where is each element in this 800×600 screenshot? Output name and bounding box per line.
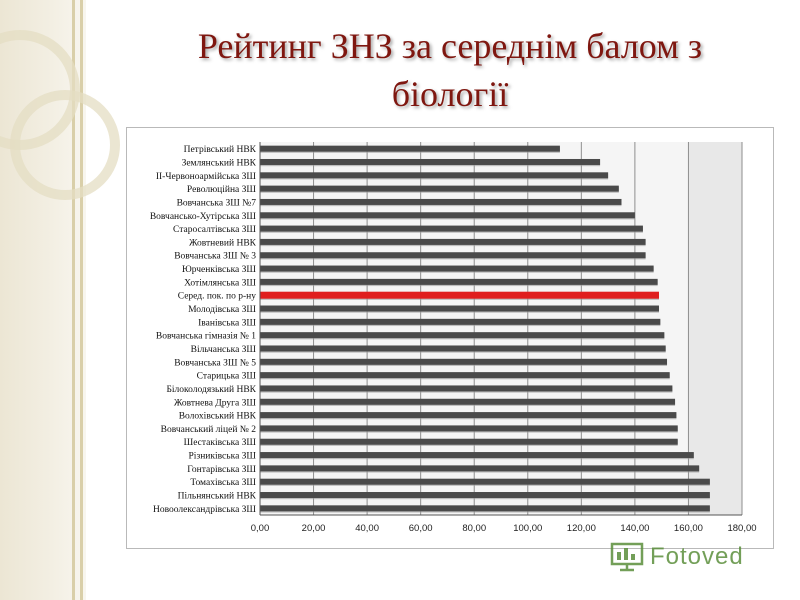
title-line-1: Рейтинг ЗНЗ за середнім балом з [197, 26, 703, 66]
x-tick-label: 160,00 [674, 523, 703, 534]
bar-chart-frame: 0,00 20,00 40,00 60,00 80,00 100,00 120,00 140,… [126, 127, 774, 549]
category-label: Гонтарівська ЗШ [187, 465, 256, 475]
bar [260, 452, 694, 459]
category-label: Вовчанський ліцей № 2 [161, 424, 257, 435]
bar [260, 385, 673, 392]
bar [260, 332, 665, 339]
category-label: Революційна ЗШ [187, 184, 257, 195]
category-label: Вовчанська ЗШ № 3 [174, 252, 256, 262]
x-tick-label: 20,00 [302, 523, 326, 534]
x-tick-label: 100,00 [513, 523, 542, 534]
bar [260, 265, 654, 272]
category-label: Шестаківська ЗШ [184, 438, 257, 448]
category-label: Вовчанська ЗШ №7 [177, 198, 257, 208]
bar [260, 318, 661, 325]
category-label: Різниківська ЗШ [189, 452, 257, 462]
category-label: Жовтнева Друга ЗШ [174, 398, 257, 408]
watermark: Fotoved [610, 540, 790, 574]
x-tick-label: 80,00 [462, 523, 486, 534]
category-label: Петрівський НВК [184, 144, 257, 155]
bar [260, 278, 658, 285]
slide-title: Рейтинг ЗНЗ за середнім балом з біології [100, 22, 800, 118]
category-label: Серед. пок. по р-ну [178, 292, 256, 302]
bar [260, 252, 646, 259]
category-label: Молодівська ЗШ [188, 305, 256, 315]
category-label: Вовчанська ЗШ № 5 [174, 358, 256, 368]
x-tick-label: 180,00 [727, 523, 756, 534]
category-label: Хотімлянська ЗШ [184, 278, 256, 288]
x-tick-label: 120,00 [567, 523, 596, 534]
x-tick-label: 60,00 [409, 523, 433, 534]
category-label: Старосалтівська ЗШ [173, 225, 256, 235]
bar [260, 172, 609, 179]
title-line-2: біології [391, 74, 509, 114]
bar [260, 398, 676, 405]
category-label: Волохівський НВК [179, 411, 257, 422]
category-label: Вовчанська гімназія № 1 [156, 332, 256, 342]
bar [260, 225, 643, 232]
category-label: Іванівська ЗШ [198, 318, 256, 328]
category-label: Білоколодязький НВК [166, 384, 256, 395]
bar [260, 238, 646, 245]
bar [260, 198, 622, 205]
bar [260, 465, 700, 472]
bar [260, 358, 668, 365]
category-label: ІІ-Червоноармійська ЗШ [156, 171, 257, 182]
presentation-icon [610, 542, 644, 572]
x-tick-label: 40,00 [355, 523, 379, 534]
watermark-text: Fotoved [650, 543, 744, 570]
bar [260, 438, 678, 445]
x-tick-label: 140,00 [620, 523, 649, 534]
category-label: Старицька ЗШ [197, 372, 257, 382]
bar [260, 212, 635, 219]
bar [260, 478, 710, 485]
decorative-line [72, 0, 75, 600]
bar-chart: 0,00 20,00 40,00 60,00 80,00 100,00 120,00 140,… [150, 142, 757, 534]
bar [260, 412, 677, 419]
bar [260, 372, 670, 379]
category-label: Пільнянський НВК [178, 491, 257, 502]
category-label: Землянський НВК [182, 157, 257, 168]
bar [260, 158, 601, 165]
category-label: Вовчансько-Хутірська ЗШ [150, 212, 257, 222]
decorative-line [80, 0, 83, 600]
bar [260, 505, 710, 512]
bar [260, 185, 619, 192]
category-label: Юрченківська ЗШ [182, 265, 256, 275]
bar [260, 345, 666, 352]
bar [260, 425, 678, 432]
x-tick-label: 0,00 [251, 523, 270, 534]
bar [260, 492, 710, 499]
bar-average [260, 291, 659, 299]
decorative-circle [10, 90, 120, 200]
bar [260, 145, 560, 152]
category-label: Новоолександрівська ЗШ [153, 505, 256, 515]
category-label: Вільчанська ЗШ [191, 345, 257, 355]
bar [260, 305, 659, 312]
category-label: Томахівська ЗШ [190, 478, 256, 488]
category-label: Жовтневий НВК [189, 237, 257, 248]
